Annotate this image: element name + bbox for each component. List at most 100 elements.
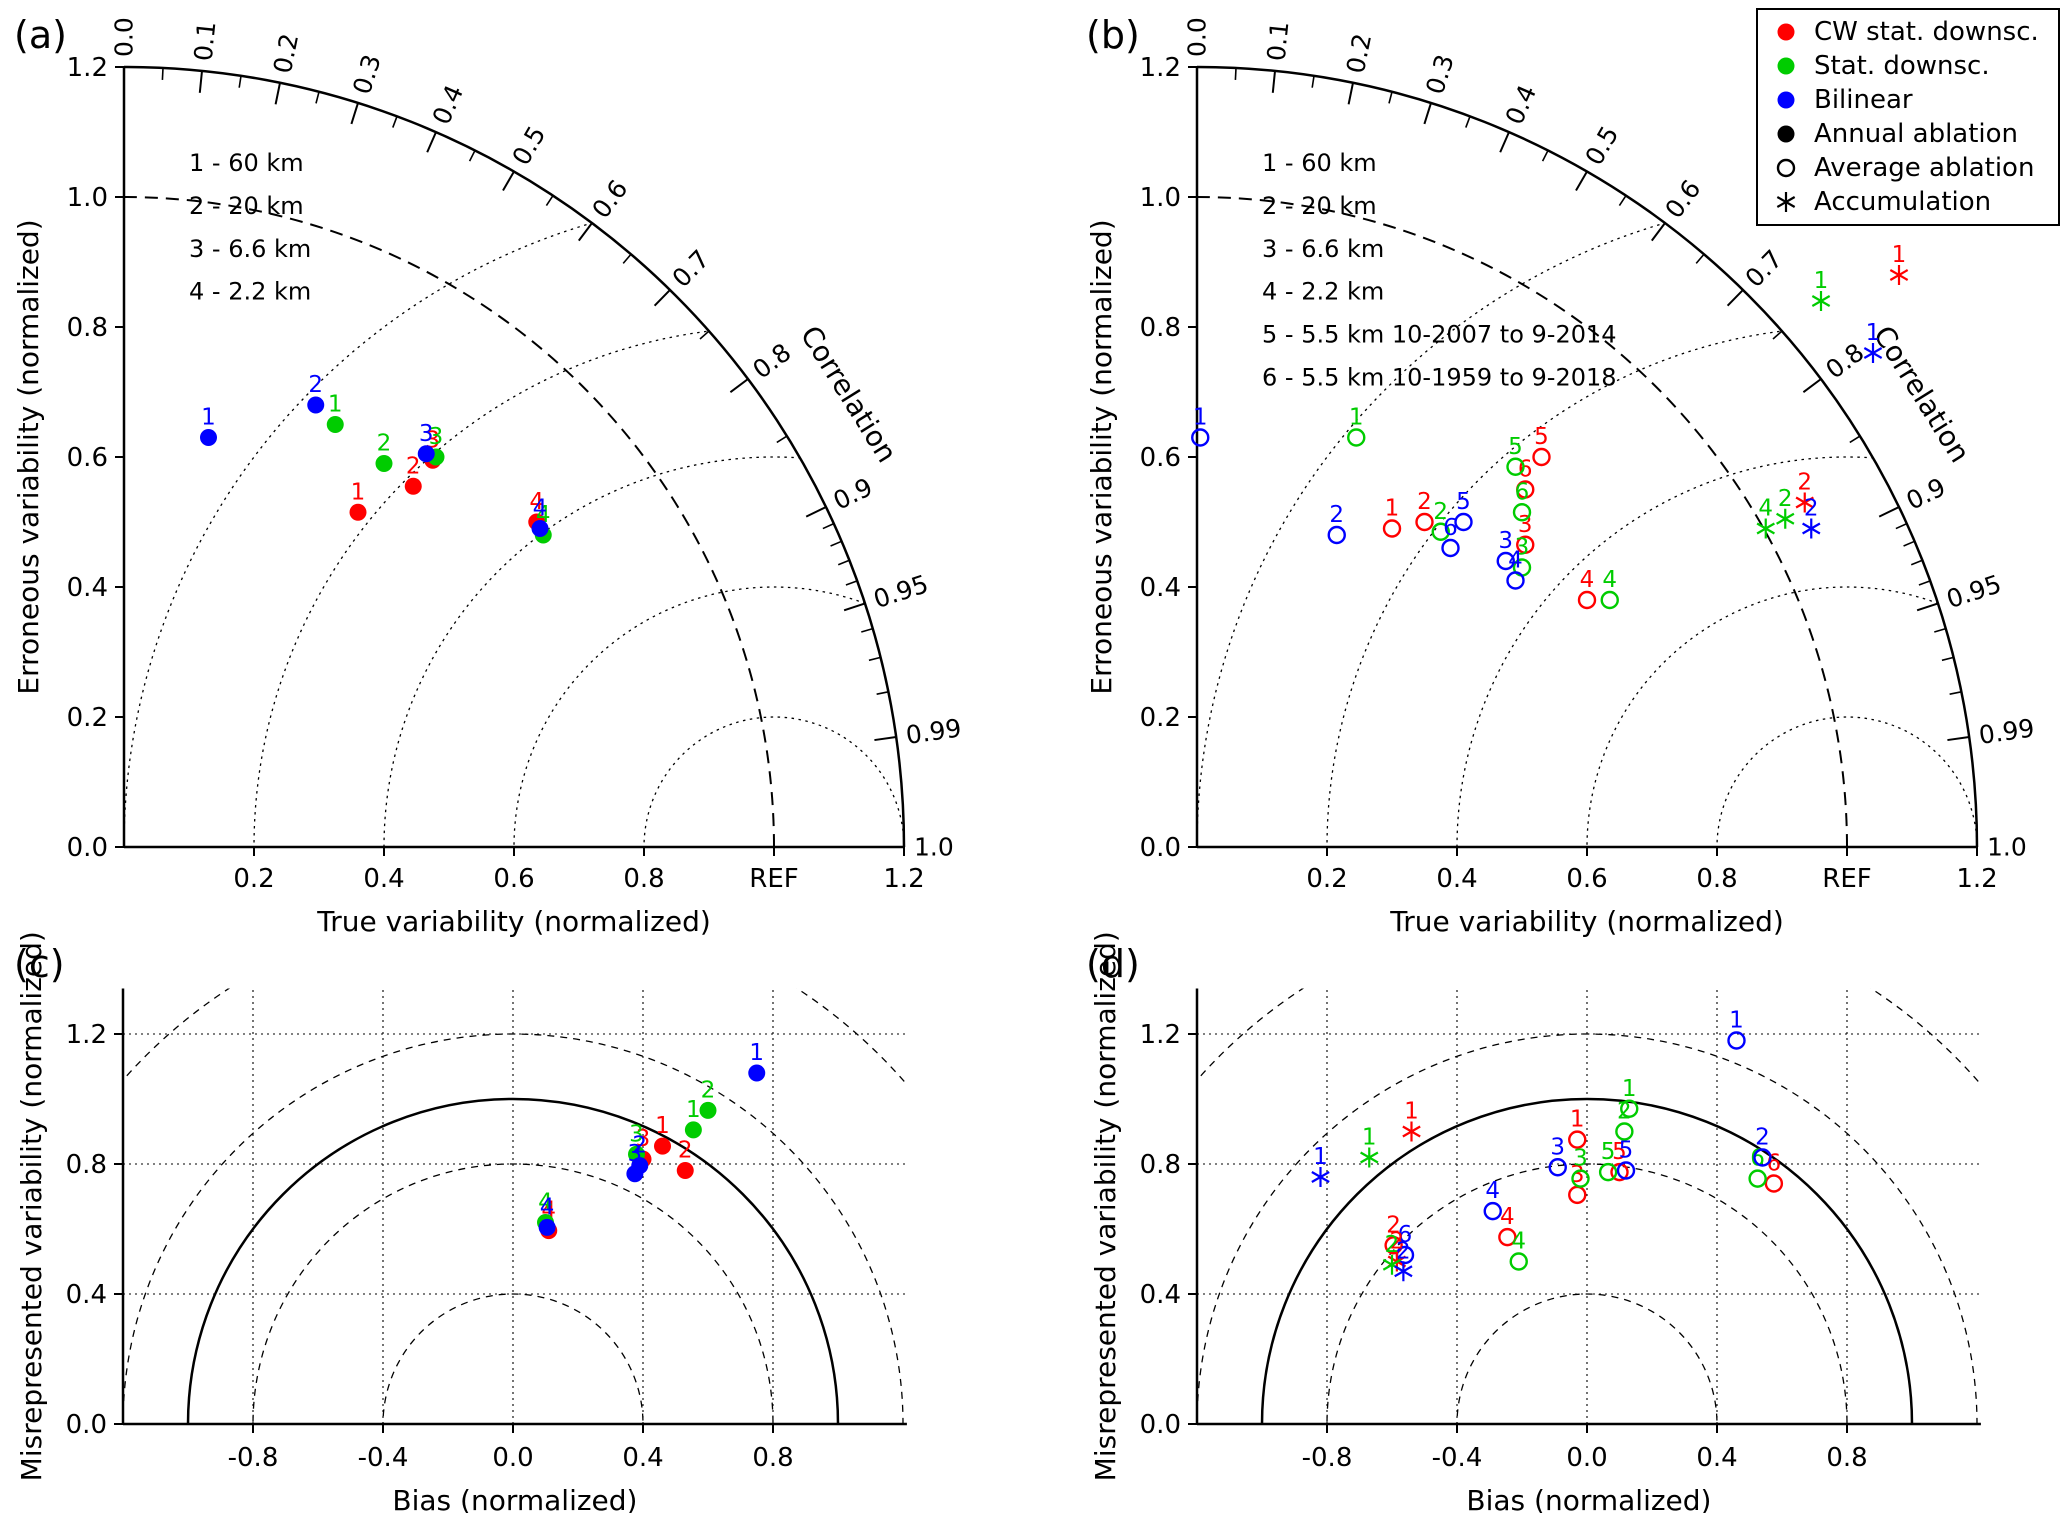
point-label: 1 [201, 405, 216, 431]
point-marker-filled [626, 1165, 644, 1183]
point-marker-filled [1777, 125, 1795, 143]
correlation-tick [274, 82, 281, 105]
point-label: 6 [1515, 479, 1530, 505]
correlation-tick [874, 735, 897, 742]
correlation-tick-label: 0.7 [1740, 244, 1789, 293]
correlation-tick [198, 70, 203, 93]
point-marker-open [1615, 1122, 1634, 1141]
point-marker-asterisk [1811, 291, 1831, 311]
x-tick-label: 0.0 [1566, 1443, 1607, 1473]
x-tick-label: 0.8 [1826, 1443, 1867, 1473]
x-tick-label: 0.2 [233, 864, 274, 894]
correlation-tick-label: 0.8 [747, 338, 796, 385]
x-axis-label: True variability (normalized) [1389, 905, 1784, 938]
dashed-radius-circle [123, 1033, 904, 1424]
correlation-tick [1499, 131, 1510, 153]
point-marker-open [1598, 1162, 1618, 1182]
x-tick-label: 0.4 [1436, 864, 1477, 894]
y-tick-label: 0.0 [67, 833, 108, 863]
point-label: 3 [1550, 1134, 1565, 1160]
point-marker-filled [676, 1162, 694, 1179]
correlation-tick-label: 0.5 [506, 121, 551, 170]
panel-label-b: (b) [1086, 13, 1140, 57]
point-marker-open [1568, 1130, 1587, 1149]
correlation-tick [653, 289, 671, 307]
correlation-tick [729, 378, 749, 394]
point-marker-filled [326, 416, 344, 433]
unit-circle [1260, 1097, 1914, 1425]
panel-annotation: 2 - 20 km [189, 192, 304, 220]
point-label: 2 [701, 1077, 716, 1103]
point-marker-open [1753, 1148, 1772, 1167]
correlation-tick-label: 0.6 [1659, 174, 1706, 223]
y-tick-label: 1.0 [1140, 183, 1181, 213]
series-blue-asterisk: 12 [1802, 320, 1883, 539]
correlation-tick [843, 602, 866, 612]
correlation-minor-tick [1849, 435, 1861, 444]
dashed-radius-circle [1197, 1033, 1978, 1424]
correlation-minor-tick [1949, 690, 1962, 695]
correlation-tick [1651, 222, 1666, 242]
point-marker-asterisk [1360, 1147, 1379, 1168]
legend-marker-asterisk-icon [1776, 192, 1796, 212]
dashed-radius-circle [1197, 988, 1981, 1086]
correlation-tick [805, 506, 827, 518]
correlation-minor-tick [699, 330, 710, 340]
point-marker-open [1498, 1227, 1517, 1247]
point-marker-asterisk [1756, 518, 1775, 539]
point-label: 2 [1329, 502, 1344, 528]
x-axis-label: Bias (normalized) [1466, 1484, 1711, 1513]
x-tick-label: 1.2 [883, 864, 924, 894]
y-tick-label: 0.6 [1140, 443, 1181, 473]
point-marker-open [1764, 1174, 1784, 1193]
point-marker-filled [748, 1064, 766, 1082]
panel-c-target-diagram: -0.8 -0.4 0.0 0.4 0.8 0.0 0.4 0.8 1.2 Bias (norma… [15, 931, 907, 1513]
point-marker-open [1568, 1185, 1587, 1205]
correlation-minor-tick [1234, 67, 1237, 81]
correlation-tick-label: 0.4 [1500, 81, 1542, 129]
correlation-tick-label: 0.3 [1420, 51, 1460, 98]
correlation-minor-tick [545, 195, 554, 207]
correlation-minor-tick [161, 67, 164, 81]
point-label: 1 [1385, 496, 1400, 522]
correlation-minor-tick [868, 656, 881, 662]
point-marker-open [1548, 1158, 1567, 1177]
point-label: 4 [1758, 496, 1773, 522]
panel-annotation: 4 - 2.2 km [1262, 278, 1384, 306]
point-marker-open [1506, 571, 1525, 590]
point-label: 2 [1804, 496, 1819, 522]
point-label: 2 [1386, 1212, 1401, 1238]
x-axis-label: Bias (normalized) [392, 1484, 637, 1513]
point-marker-open [1496, 551, 1515, 571]
x-axis-label: True variability (normalized) [316, 905, 711, 938]
point-label: 4 [1508, 548, 1523, 574]
point-label: 1 [1404, 1099, 1419, 1125]
y-axis-label: Misrepresented variability (normalized) [1089, 931, 1122, 1481]
correlation-tick-label: 0.2 [268, 31, 304, 76]
point-marker-filled [684, 1121, 702, 1139]
correlation-minor-tick [776, 435, 788, 444]
point-label: 4 [533, 496, 548, 522]
legend-item: CW stat. downsc. [1758, 15, 2058, 49]
point-label: 3 [629, 1121, 644, 1147]
point-label: 2 [308, 372, 323, 398]
correlation-tick-label: 0.99 [904, 713, 963, 750]
point-label: 3 [1573, 1146, 1588, 1172]
correlation-tick-label: 0.9 [829, 472, 877, 515]
point-label: 1 [1362, 1125, 1377, 1151]
point-marker-open [1384, 1236, 1403, 1255]
correlation-tick-label: 0.9 [1902, 472, 1950, 515]
point-label: 6 [1398, 1222, 1413, 1248]
point-label: 1 [686, 1097, 701, 1123]
panel-annotation: 3 - 6.6 km [1262, 235, 1384, 263]
series-blue-asterisk: 12 [1311, 1144, 1413, 1282]
legend-marker-filled-icon [1777, 57, 1795, 75]
y-tick-label: 0.0 [1140, 833, 1181, 863]
y-tick-label: 0.8 [1140, 313, 1181, 343]
